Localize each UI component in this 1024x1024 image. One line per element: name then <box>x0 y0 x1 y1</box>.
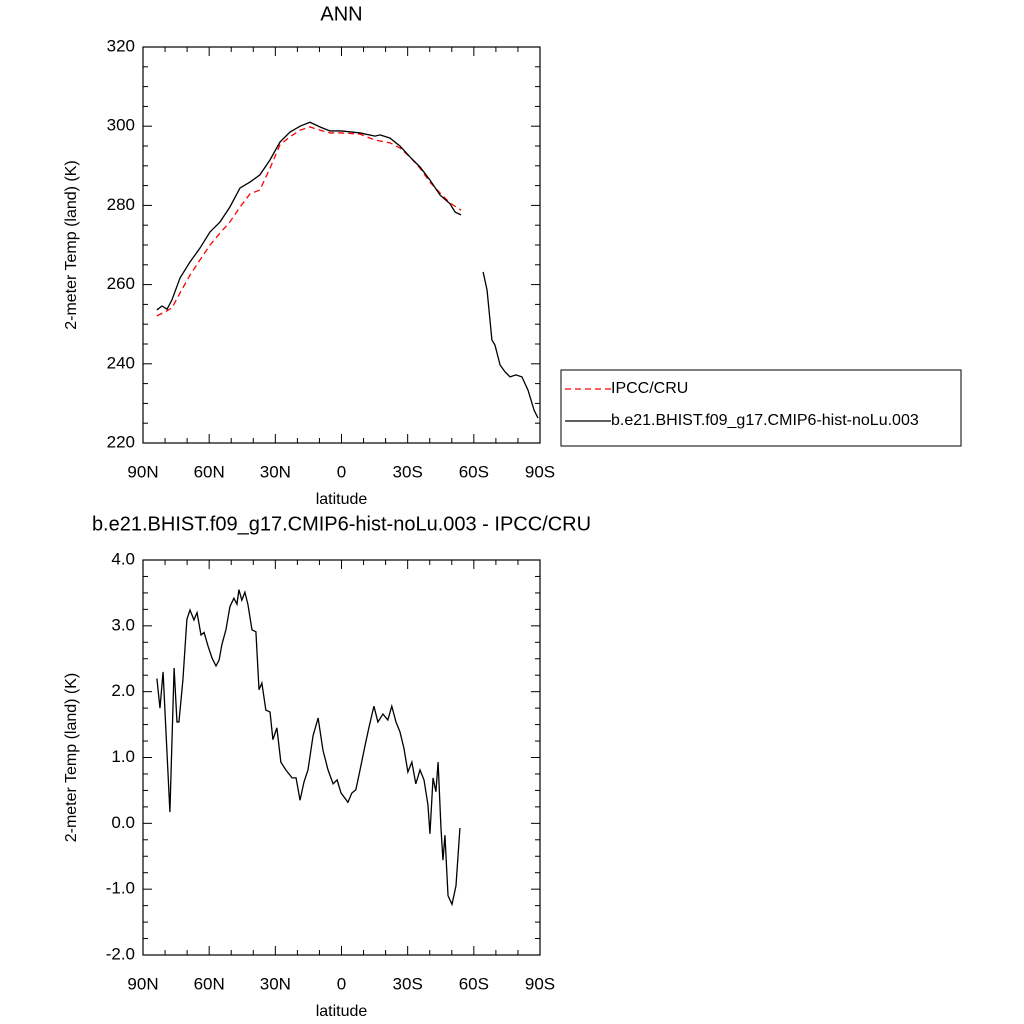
y-axis-label: 2-meter Temp (land) (K) <box>63 673 80 843</box>
y-tick-label: 1.0 <box>111 747 135 766</box>
plot-frame <box>142 46 541 444</box>
x-tick-label: 60S <box>459 462 489 481</box>
y-tick-label: 3.0 <box>111 615 135 634</box>
y-tick-label: 320 <box>107 36 135 55</box>
y-tick-label: 0.0 <box>111 813 135 832</box>
data-line <box>156 126 462 317</box>
x-tick-label: 90S <box>525 462 555 481</box>
x-axis-label: latitude <box>316 491 368 508</box>
legend-label: b.e21.BHIST.f09_g17.CMIP6-hist-noLu.003 <box>611 412 919 429</box>
x-tick-label: 90N <box>127 462 158 481</box>
x-tick-label: 60S <box>459 974 489 993</box>
y-axis-label: 2-meter Temp (land) (K) <box>63 160 80 330</box>
y-tick-label: 260 <box>107 274 135 293</box>
x-tick-label: 30S <box>393 462 423 481</box>
x-axis-label: latitude <box>316 1003 368 1020</box>
y-tick-label: 240 <box>107 353 135 372</box>
legend-box <box>560 369 962 447</box>
x-tick-label: 30S <box>393 974 423 993</box>
x-tick-label: 30N <box>260 974 291 993</box>
data-line <box>156 121 539 419</box>
plot-frame <box>142 559 541 956</box>
chart-title: ANN <box>320 3 362 25</box>
y-tick-label: 220 <box>107 432 135 451</box>
legend-label: IPCC/CRU <box>611 380 688 397</box>
y-tick-label: 4.0 <box>111 549 135 568</box>
x-tick-label: 0 <box>337 462 346 481</box>
x-tick-label: 30N <box>260 462 291 481</box>
chart-title: b.e21.BHIST.f09_g17.CMIP6-hist-noLu.003 … <box>92 513 591 535</box>
x-tick-label: 90S <box>525 974 555 993</box>
y-tick-label: 2.0 <box>111 681 135 700</box>
y-tick-label: 300 <box>107 116 135 135</box>
y-tick-label: -2.0 <box>106 944 135 963</box>
x-tick-label: 60N <box>194 462 225 481</box>
chart-panel: ANN latitude 2-meter Temp (land) (K) 220 240… <box>63 3 962 508</box>
x-tick-label: 90N <box>127 974 158 993</box>
x-tick-label: 60N <box>194 974 225 993</box>
data-line <box>156 589 461 907</box>
x-tick-label: 0 <box>337 974 346 993</box>
chart-panel: b.e21.BHIST.f09_g17.CMIP6-hist-noLu.003 … <box>63 513 591 1020</box>
y-tick-label: 280 <box>107 195 135 214</box>
y-tick-label: -1.0 <box>106 879 135 898</box>
